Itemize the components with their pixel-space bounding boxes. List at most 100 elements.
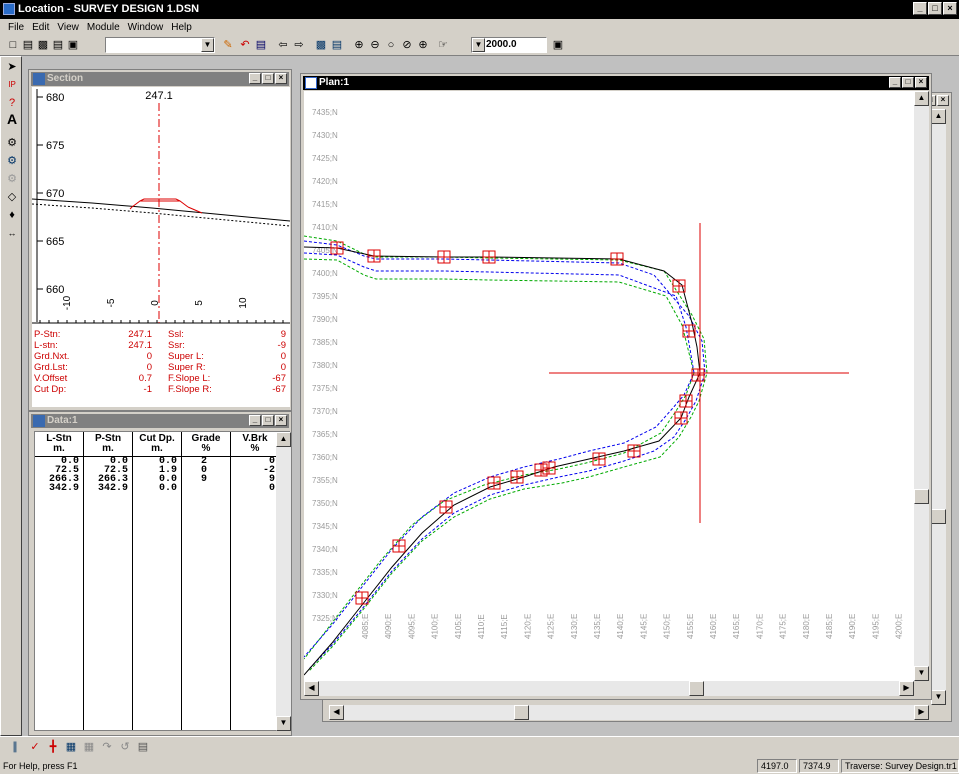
close-button[interactable]: × — [915, 77, 927, 88]
data-cell[interactable]: 0.0 — [109, 456, 128, 467]
scroll-thumb[interactable] — [914, 489, 929, 504]
data-titlebar[interactable]: Data:1 _ □ × — [31, 414, 289, 428]
chevron-down-icon[interactable]: ▼ — [472, 38, 485, 52]
data-vertical-scrollbar[interactable]: ▲ ▼ — [276, 432, 291, 731]
scroll-up-button[interactable]: ▲ — [931, 109, 946, 124]
data-cell[interactable]: 342.9 — [97, 483, 128, 494]
plan-vertical-scrollbar[interactable]: ▲ ▼ — [914, 91, 929, 681]
plan-canvas[interactable]: 7435;N 7430;N 7425;N 7420;N 7415;N 7410;N 7405… — [304, 91, 914, 681]
lock-icon[interactable]: ▣ — [552, 39, 564, 51]
data-cell[interactable]: 2 — [200, 456, 207, 467]
layer-combo[interactable]: ▼ — [105, 37, 215, 53]
scroll-down-button[interactable]: ▼ — [914, 666, 929, 681]
data-cell[interactable]: 72.5 — [54, 465, 79, 476]
behind-vertical-scrollbar[interactable]: ▲ ▼ — [931, 109, 946, 705]
data-grid-icon[interactable]: ▦ — [65, 741, 77, 753]
layers-icon[interactable]: ▩ — [315, 39, 327, 51]
scroll-up-button[interactable]: ▲ — [914, 91, 929, 106]
scroll-thumb[interactable] — [514, 705, 529, 720]
close-button[interactable]: × — [937, 95, 949, 106]
scroll-up-button[interactable]: ▲ — [276, 432, 291, 447]
menu-help[interactable]: Help — [171, 22, 192, 33]
zoom-all-icon[interactable]: ⊕ — [418, 39, 428, 51]
pan-icon[interactable]: ☞ — [438, 39, 448, 51]
previous-icon[interactable]: ⇦ — [278, 39, 288, 51]
section-titlebar[interactable]: Section _ □ × — [31, 72, 289, 86]
zoom-window-icon[interactable]: ○ — [387, 39, 395, 51]
menu-edit[interactable]: Edit — [32, 22, 50, 33]
scroll-right-button[interactable]: ▶ — [914, 705, 929, 720]
undo-icon[interactable]: ↶ — [240, 39, 250, 51]
maximize-button[interactable]: □ — [262, 73, 274, 84]
behind-horizontal-scrollbar[interactable]: ◀ ▶ — [329, 705, 929, 720]
menu-view[interactable]: View — [57, 22, 79, 33]
print-icon[interactable]: ▤ — [137, 741, 149, 753]
scroll-thumb[interactable] — [689, 681, 704, 696]
data-cell[interactable]: 1.9 — [158, 465, 177, 476]
scroll-left-button[interactable]: ◀ — [329, 705, 344, 720]
scroll-right-button[interactable]: ▶ — [899, 681, 914, 696]
data-cell[interactable]: 9 — [200, 474, 207, 485]
survey-point-icon[interactable]: ◇ — [7, 191, 17, 203]
close-button[interactable]: × — [275, 415, 287, 426]
new-icon[interactable]: □ — [9, 39, 17, 51]
data-cell[interactable]: 0.0 — [158, 456, 177, 467]
open-icon[interactable]: ▤ — [22, 39, 34, 51]
data-cell[interactable]: -2 — [262, 465, 275, 476]
settings-icon[interactable]: ⚙ — [7, 137, 17, 149]
minimize-button[interactable]: _ — [249, 415, 261, 426]
data-cell[interactable]: 266.3 — [97, 474, 128, 485]
properties-icon[interactable]: ▤ — [255, 39, 267, 51]
minimize-button[interactable]: _ — [913, 2, 927, 15]
column-header[interactable]: L-Stn — [46, 433, 72, 444]
data-cell[interactable]: 9 — [268, 474, 275, 485]
maximize-button[interactable]: □ — [928, 2, 942, 15]
print-preview-icon[interactable]: ▣ — [67, 39, 79, 51]
measure-icon[interactable]: ↔ — [7, 228, 17, 238]
layers-icon[interactable]: ♦ — [9, 209, 15, 221]
scale-combo[interactable]: ▼ 2000.0 — [471, 37, 547, 53]
scroll-left-button[interactable]: ◀ — [304, 681, 319, 696]
pencil-icon[interactable]: ✎ — [223, 39, 233, 51]
maximize-button[interactable]: □ — [902, 77, 914, 88]
data-cell[interactable]: 342.9 — [48, 483, 79, 494]
zoom-out-icon[interactable]: ⊖ — [370, 39, 380, 51]
data-cell[interactable]: 0 — [268, 483, 275, 494]
print-icon[interactable]: ▤ — [52, 39, 64, 51]
data-cell[interactable]: 0.0 — [158, 474, 177, 485]
maximize-button[interactable]: □ — [262, 415, 274, 426]
data-cell[interactable]: 0.0 — [60, 456, 79, 467]
zoom-extents-icon[interactable]: ⊘ — [402, 39, 412, 51]
column-header[interactable]: Cut Dp. — [139, 433, 175, 444]
chevron-down-icon[interactable]: ▼ — [201, 38, 214, 52]
data-cell[interactable]: 0 — [200, 465, 207, 476]
zoom-in-icon[interactable]: ⊕ — [354, 39, 364, 51]
data-cell[interactable]: 0 — [268, 456, 275, 467]
minimize-button[interactable]: _ — [889, 77, 901, 88]
minimize-button[interactable]: _ — [249, 73, 261, 84]
menu-module[interactable]: Module — [86, 22, 120, 33]
ip-icon[interactable]: IP — [8, 80, 16, 89]
data-cell[interactable]: 266.3 — [48, 474, 79, 485]
window-tile-icon[interactable]: ▤ — [331, 39, 343, 51]
text-icon[interactable]: A — [6, 111, 18, 127]
data-table[interactable]: L-Stn m. 0.0 72.5 266.3 342.9 P-Stn m. 0.0 72.5 26… — [34, 431, 290, 731]
pointer-icon[interactable]: ➤ — [7, 61, 17, 73]
scroll-thumb[interactable] — [931, 509, 946, 524]
close-button[interactable]: × — [275, 73, 287, 84]
column-header[interactable]: V.Brk — [242, 433, 268, 444]
save-icon[interactable]: ▩ — [37, 39, 49, 51]
section-icon[interactable]: ╋ — [49, 741, 57, 753]
menu-window[interactable]: Window — [127, 22, 164, 33]
next-icon[interactable]: ⇨ — [294, 39, 304, 51]
query-icon[interactable]: ? — [8, 97, 16, 109]
plan-horizontal-scrollbar[interactable]: ◀ ▶ — [304, 681, 914, 696]
column-header[interactable]: Grade — [191, 433, 221, 444]
scroll-down-button[interactable]: ▼ — [276, 716, 291, 731]
close-button[interactable]: × — [943, 2, 957, 15]
menu-file[interactable]: File — [8, 22, 25, 33]
plan-titlebar[interactable]: Plan:1 _ □ × — [303, 76, 929, 90]
column-header[interactable]: P-Stn — [94, 433, 122, 444]
scroll-down-button[interactable]: ▼ — [931, 690, 946, 705]
